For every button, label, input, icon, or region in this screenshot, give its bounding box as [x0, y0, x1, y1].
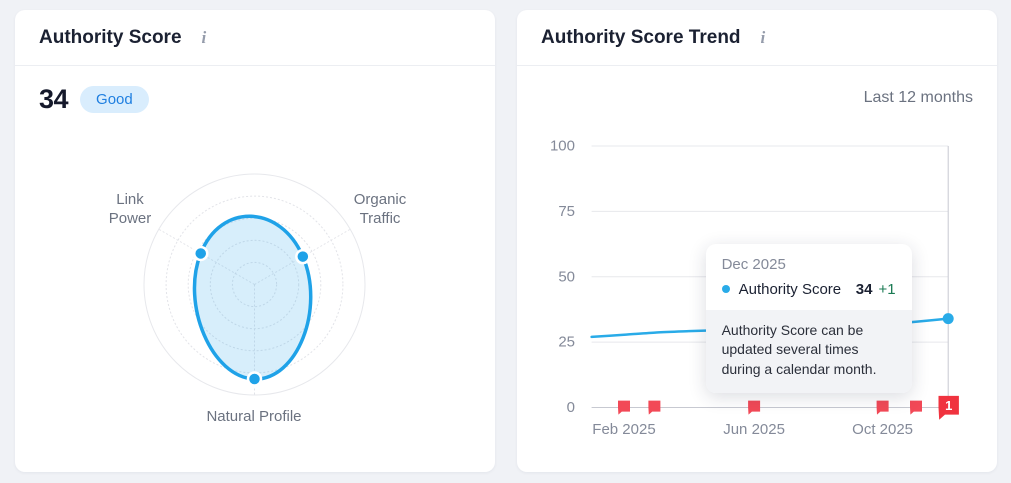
svg-text:Jun 2025: Jun 2025 [723, 421, 785, 438]
svg-text:0: 0 [567, 399, 575, 416]
svg-text:75: 75 [558, 203, 575, 220]
svg-text:Feb 2025: Feb 2025 [592, 421, 655, 438]
svg-text:Oct 2025: Oct 2025 [852, 421, 913, 438]
svg-text:25: 25 [558, 334, 575, 351]
svg-text:100: 100 [550, 138, 575, 155]
svg-text:50: 50 [558, 268, 575, 285]
svg-text:1: 1 [945, 398, 952, 413]
